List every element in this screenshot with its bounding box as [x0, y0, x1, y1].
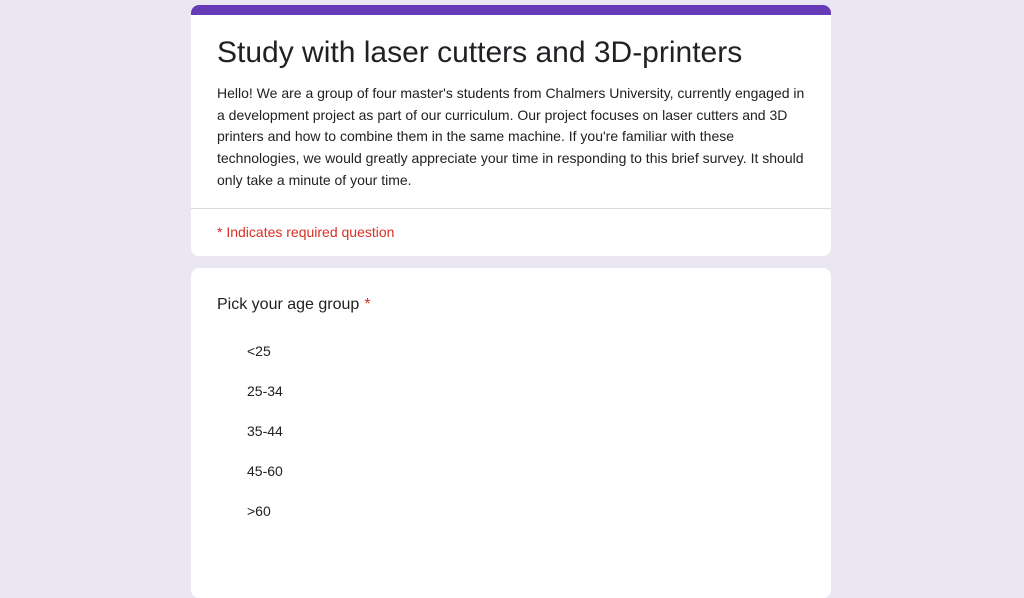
google-form-page: Study with laser cutters and 3D-printers… [191, 5, 831, 598]
form-title: Study with laser cutters and 3D-printers [217, 36, 743, 69]
required-asterisk: * [364, 296, 371, 313]
question-label: Pick your age group * [217, 295, 805, 315]
form-accent-bar [191, 5, 831, 15]
form-description: Hello! We are a group of four master's s… [217, 85, 805, 188]
question-card: Pick your age group * <25 25-34 35-44 45-… [191, 268, 831, 598]
radio-option[interactable]: 35-44 [217, 411, 805, 451]
radio-option-label: >60 [247, 503, 271, 519]
form-header-card: Study with laser cutters and 3D-printers… [191, 5, 831, 256]
radio-option[interactable]: 45-60 [217, 451, 805, 491]
radio-option[interactable]: >60 [217, 491, 805, 531]
options-list: <25 25-34 35-44 45-60 >60 [217, 331, 805, 531]
radio-option[interactable]: <25 [217, 331, 805, 371]
radio-option[interactable]: 25-34 [217, 371, 805, 411]
radio-option-label: <25 [247, 343, 271, 359]
radio-option-label: 45-60 [247, 463, 283, 479]
radio-option-label: 25-34 [247, 383, 283, 399]
header-divider [191, 208, 831, 209]
question-label-text: Pick your age group [217, 296, 360, 313]
required-note: * Indicates required question [217, 224, 395, 240]
radio-option-label: 35-44 [247, 423, 283, 439]
